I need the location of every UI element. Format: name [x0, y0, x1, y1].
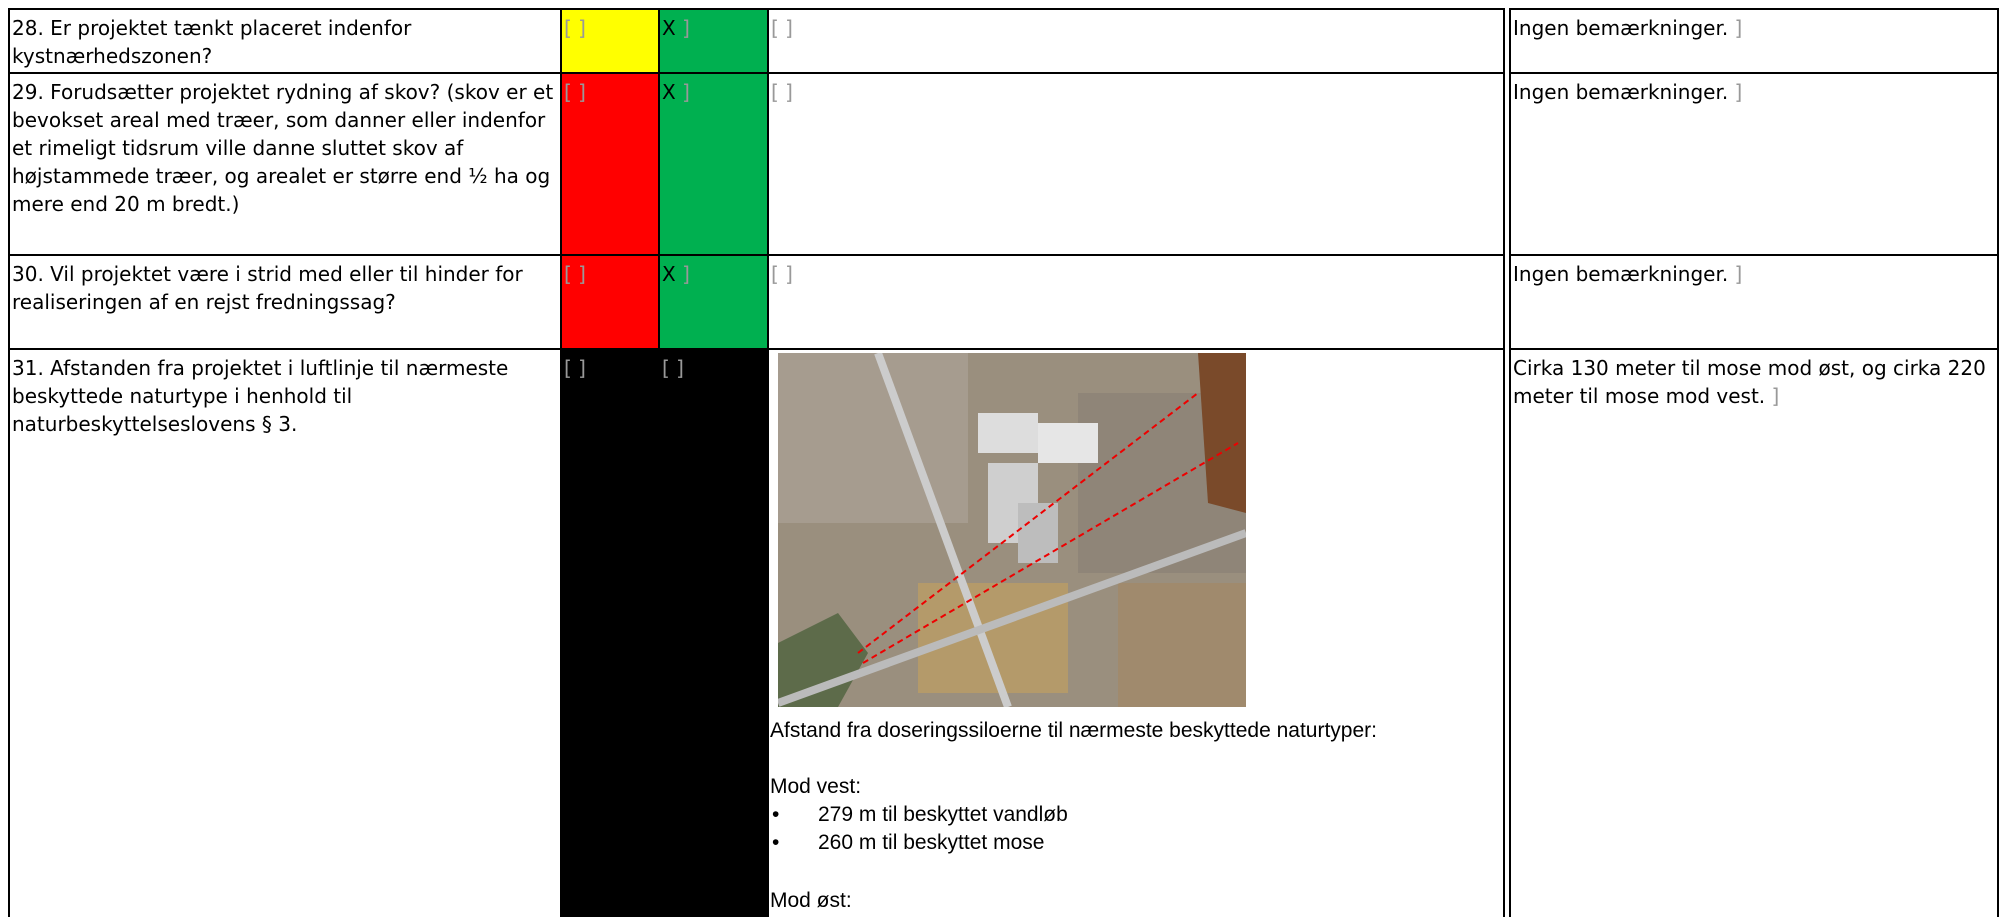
question-cell: 29. Forudsætter projektet rydning af sko…	[8, 72, 562, 256]
question-cell: 28. Er projektet tænkt placeret indenfor…	[8, 8, 562, 74]
west-heading: Mod vest:	[770, 773, 861, 801]
answer: X	[662, 80, 676, 104]
west-item: 279 m til beskyttet vandløb	[818, 801, 1068, 829]
yes-cell: [ ]	[560, 72, 660, 256]
west-item: 260 m til beskyttet mose	[818, 829, 1044, 857]
question-cell: 31. Afstanden fra projektet i luftlinje …	[8, 348, 562, 917]
remark-cell: Ingen bemærkninger. ]	[1509, 72, 1999, 256]
remark-cell: Ingen bemærkninger. ]	[1509, 8, 1999, 74]
question: 31. Afstanden fra projektet i luftlinje …	[12, 356, 508, 436]
remark-cell: Cirka 130 meter til mose mod øst, og cir…	[1509, 348, 1999, 917]
yes-cell: [ ]	[560, 8, 660, 74]
no-cell: X ]	[658, 254, 769, 350]
no-cell: X ]	[658, 8, 769, 74]
details-cell: [ ]	[767, 72, 1505, 256]
east-heading: Mod øst:	[770, 887, 852, 915]
remark: Cirka 130 meter til mose mod øst, og cir…	[1513, 356, 1986, 408]
details-intro: Afstand fra doseringssiloerne til nærmes…	[770, 717, 1377, 745]
question: 29. Forudsætter projektet rydning af sko…	[12, 80, 553, 216]
remark: Ingen bemærkninger.	[1513, 16, 1728, 40]
remark-cell: Ingen bemærkninger. ]	[1509, 254, 1999, 350]
page: 28. Er projektet tænkt placeret indenfor…	[0, 0, 2004, 917]
bullet: •	[772, 801, 779, 829]
no-cell: X ]	[658, 72, 769, 256]
details-cell: [ ]	[767, 254, 1505, 350]
question: 30. Vil projektet være i strid med eller…	[12, 262, 523, 314]
answer: X	[662, 16, 676, 40]
no-cell: [ ]	[658, 348, 769, 917]
remark: Ingen bemærkninger.	[1513, 262, 1728, 286]
yes-cell: [ ]	[560, 254, 660, 350]
details-cell: [ ]	[767, 8, 1505, 74]
remark: Ingen bemærkninger.	[1513, 80, 1728, 104]
aerial-map	[778, 353, 1246, 707]
bullet: •	[772, 829, 779, 857]
answer: X	[662, 262, 676, 286]
yes-cell: [ ]	[560, 348, 660, 917]
question: 28. Er projektet tænkt placeret indenfor…	[12, 16, 411, 68]
question-cell: 30. Vil projektet være i strid med eller…	[8, 254, 562, 350]
